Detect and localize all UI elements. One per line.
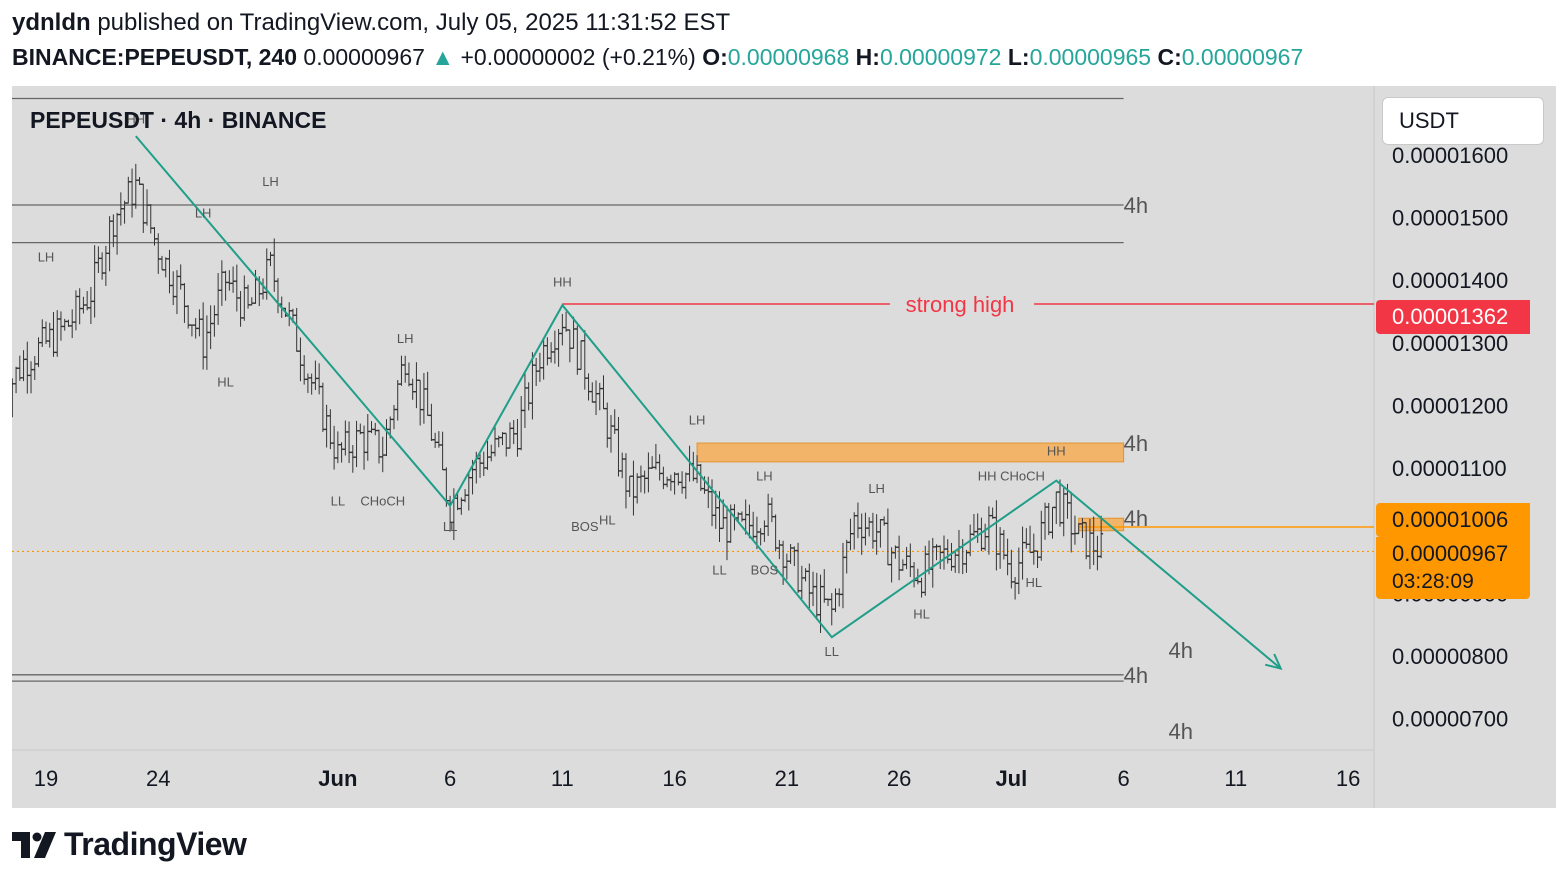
- last-price: 0.00000967: [303, 44, 425, 70]
- time-tick-label: 21: [775, 766, 799, 791]
- chart-title: PEPEUSDT · 4h · BINANCE: [30, 107, 326, 133]
- structure-label: LH: [868, 481, 885, 496]
- ohlc-legend: BINANCE:PEPEUSDT, 240 0.00000967 ▲ +0.00…: [12, 44, 1303, 71]
- time-tick-label: 16: [662, 766, 686, 791]
- structure-label: LL: [443, 519, 457, 534]
- structure-label: LH: [756, 469, 773, 484]
- structure-label: LH: [397, 331, 414, 346]
- structure-label: BOS: [571, 519, 599, 534]
- strong-high-price-tag: 0.00001362: [1376, 300, 1530, 334]
- price-tick-label: 0.00001400: [1392, 268, 1508, 293]
- candles: [12, 163, 1104, 633]
- time-tick-label: 6: [444, 766, 456, 791]
- structure-label: HL: [599, 512, 616, 527]
- price-tick-label: 0.00000700: [1392, 707, 1508, 732]
- high-label: H:: [855, 44, 880, 70]
- publish-text: published on TradingView.com, July 05, 2…: [97, 9, 731, 36]
- structure-label: LH: [689, 412, 706, 427]
- supply-zone-0: [696, 442, 1125, 463]
- timeframe-label: 4h: [1124, 431, 1148, 456]
- symbol-label: BINANCE:PEPEUSDT, 240: [12, 44, 298, 70]
- tradingview-logo-icon: [12, 831, 56, 858]
- time-tick-label: Jul: [995, 766, 1027, 791]
- price-tick-label: 0.00001200: [1392, 393, 1508, 418]
- structure-label: HH CHoCH: [978, 469, 1045, 484]
- timeframe-label: 4h: [1169, 638, 1193, 663]
- structure-label: LH: [195, 206, 212, 221]
- projection-arrow: [1264, 653, 1283, 671]
- structure-label: BOS: [751, 563, 779, 578]
- last-price-value: 0.00000967: [1392, 541, 1509, 566]
- zigzag-line: [135, 135, 1282, 670]
- price-change: +0.00000002 (+0.21%): [460, 44, 696, 70]
- time-tick-label: 11: [1224, 766, 1247, 791]
- structure-label: HH: [553, 274, 572, 289]
- low-label: L:: [1007, 44, 1030, 70]
- publish-info: ydnldn published on TradingView.com, Jul…: [12, 9, 730, 37]
- structure-label: HH: [1047, 444, 1066, 459]
- structure-label: LL: [712, 563, 726, 578]
- author-name[interactable]: ydnldn: [12, 9, 91, 36]
- time-tick-label: 24: [146, 766, 170, 791]
- low-value: 0.00000965: [1029, 44, 1152, 70]
- structure-label: HL: [1025, 575, 1042, 590]
- strong-high-price: 0.00001362: [1392, 304, 1509, 329]
- structure-label: HH: [126, 112, 145, 127]
- structure-label: CHoCH: [360, 494, 405, 509]
- time-tick-label: 6: [1117, 766, 1129, 791]
- up-arrow-icon: ▲: [431, 44, 455, 70]
- time-tick-label: 26: [887, 766, 911, 791]
- close-label: C:: [1157, 44, 1182, 70]
- timeframe-label: 4h: [1124, 663, 1148, 688]
- price-tick-label: 0.00001600: [1392, 143, 1508, 168]
- structure-label: HL: [217, 375, 234, 390]
- logo-text: TradingView: [64, 826, 247, 862]
- timeframe-label: 4h: [1124, 193, 1148, 218]
- time-tick-label: 19: [34, 766, 58, 791]
- time-tick-label: Jun: [318, 766, 357, 791]
- structure-label: LL: [825, 644, 839, 659]
- last-price-tag: 0.00000967 03:28:09: [1376, 537, 1530, 599]
- price-axis: [1374, 86, 1556, 808]
- timeframe-label: 4h: [1124, 506, 1148, 531]
- timeframe-label: 4h: [1169, 719, 1193, 744]
- price-tick-label: 0.00001100: [1392, 456, 1507, 481]
- structure-label: LH: [262, 174, 279, 189]
- price-tick-label: 0.00000800: [1392, 644, 1508, 669]
- tradingview-logo[interactable]: TradingView: [12, 826, 247, 863]
- level-price: 0.00001006: [1392, 507, 1509, 532]
- currency-label: USDT: [1399, 108, 1459, 133]
- currency-selector[interactable]: USDT: [1382, 97, 1544, 145]
- bar-countdown: 03:28:09: [1392, 570, 1474, 593]
- strong-high-label: strong high: [906, 292, 1015, 317]
- price-tick-label: 0.00001300: [1392, 331, 1508, 356]
- high-value: 0.00000972: [879, 44, 1002, 70]
- structure-label: LH: [38, 249, 55, 264]
- open-value: 0.00000968: [727, 44, 850, 70]
- time-tick-label: 16: [1336, 766, 1360, 791]
- close-value: 0.00000967: [1181, 44, 1304, 70]
- level-price-tag: 0.00001006: [1376, 503, 1530, 537]
- structure-label: HL: [913, 606, 930, 621]
- open-label: O:: [702, 44, 728, 70]
- price-chart[interactable]: strong highHHOSLHLHLHHLHLLLLHCHoCHLLHHBO…: [12, 86, 1556, 808]
- structure-label: LL: [331, 494, 345, 509]
- time-tick-label: 11: [551, 766, 574, 791]
- price-tick-label: 0.00001500: [1392, 206, 1508, 231]
